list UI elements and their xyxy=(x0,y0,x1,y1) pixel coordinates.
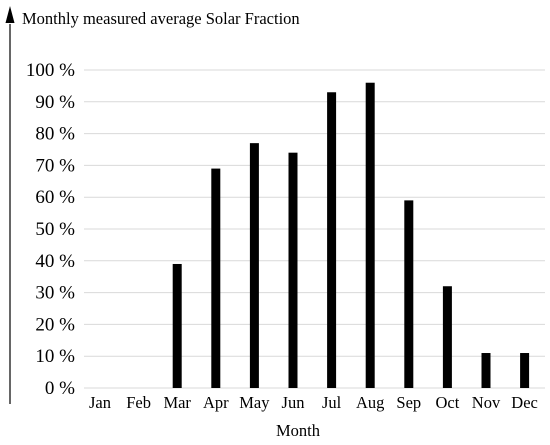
labels: Monthly measured average Solar Fraction … xyxy=(22,9,321,440)
y-tick-label: 0 % xyxy=(45,378,75,399)
x-tick-label-jul: Jul xyxy=(322,393,342,412)
gridlines xyxy=(84,69,545,389)
x-tick-label-jun: Jun xyxy=(282,393,305,412)
x-tick-label-mar: Mar xyxy=(163,393,191,412)
bar-dec xyxy=(520,353,530,388)
bar-aug xyxy=(365,82,375,388)
x-tick-label-aug: Aug xyxy=(356,393,384,412)
y-axis-arrow-icon xyxy=(5,6,15,23)
x-tick-label-oct: Oct xyxy=(435,393,459,412)
bar-mar xyxy=(172,263,182,388)
x-tick-labels: Jan Feb Mar Apr May Jun Jul Aug Sep Oct Nov Dec xyxy=(89,393,538,412)
y-tick-label: 60 % xyxy=(35,187,75,208)
x-tick-label-dec: Dec xyxy=(511,393,538,412)
bar-nov xyxy=(481,353,491,388)
y-tick-label: 10 % xyxy=(35,346,75,367)
x-tick-label-jan: Jan xyxy=(89,393,111,412)
bar-may xyxy=(249,143,259,388)
x-tick-label-sep: Sep xyxy=(396,393,421,412)
y-tick-label: 80 % xyxy=(35,124,75,145)
x-axis-title: Month xyxy=(276,421,321,440)
y-tick-label: 70 % xyxy=(35,155,75,176)
x-tick-label-apr: Apr xyxy=(203,393,229,412)
bar-jul xyxy=(327,92,337,388)
bar-sep xyxy=(404,200,414,388)
y-tick-label: 100 % xyxy=(26,60,75,81)
bar-oct xyxy=(442,286,452,388)
bar-jun xyxy=(288,152,298,388)
y-tick-labels: 0 % 10 % 20 % 30 % 40 % 50 % 60 % 70 % 80 % 90 % 1… xyxy=(26,60,75,399)
y-tick-label: 30 % xyxy=(35,283,75,304)
bar-apr xyxy=(211,168,221,388)
x-tick-label-may: May xyxy=(239,393,270,412)
x-tick-label-nov: Nov xyxy=(472,393,501,412)
bars xyxy=(172,82,530,388)
y-tick-label: 40 % xyxy=(35,251,75,272)
x-tick-label-feb: Feb xyxy=(126,393,151,412)
y-tick-label: 90 % xyxy=(35,92,75,113)
y-tick-label: 50 % xyxy=(35,219,75,240)
y-tick-label: 20 % xyxy=(35,314,75,335)
axes xyxy=(5,6,15,404)
y-axis-title: Monthly measured average Solar Fraction xyxy=(22,9,300,28)
